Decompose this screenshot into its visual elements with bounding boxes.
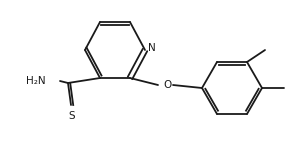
Text: N: N [148, 43, 156, 53]
Text: H₂N: H₂N [26, 76, 46, 86]
Text: S: S [69, 111, 75, 121]
Text: O: O [164, 80, 172, 90]
